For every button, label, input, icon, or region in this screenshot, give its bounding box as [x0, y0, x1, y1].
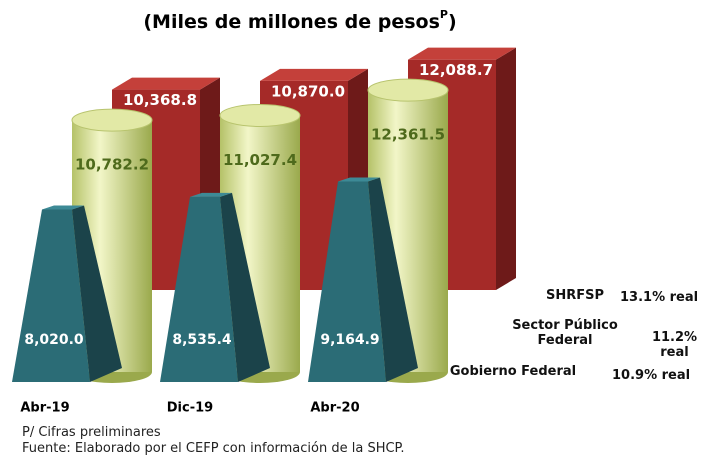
value-label: 10,870.0 — [271, 82, 345, 100]
pyramid — [308, 177, 418, 382]
pyramid-side — [72, 205, 122, 382]
pyramid-top — [190, 192, 232, 197]
box-top — [408, 47, 516, 60]
box-side — [496, 47, 516, 291]
box-top — [260, 68, 368, 81]
legend-growth: 11.2% real — [651, 330, 698, 360]
pyramid — [160, 192, 270, 382]
legend-growth: 13.1% real — [620, 290, 699, 305]
x-tick-label: Dic-19 — [167, 401, 213, 416]
cylinder-top — [219, 103, 301, 127]
value-label: 10,782.2 — [75, 156, 149, 174]
cylinder-top — [367, 78, 449, 102]
pyramid-front — [160, 196, 238, 382]
value-label: 10,368.8 — [123, 91, 197, 109]
value-label: 8,535.4 — [172, 332, 232, 348]
value-label: 11,027.4 — [223, 151, 297, 169]
legend-label: Gobierno Federal — [449, 364, 577, 379]
pyramid-side — [220, 192, 270, 382]
x-tick-label: Abr-19 — [20, 401, 69, 416]
value-label: 12,088.7 — [419, 61, 493, 79]
legend-label: Sector Público Federal — [512, 318, 618, 348]
x-tick-label: Abr-20 — [310, 401, 359, 416]
value-label: 12,361.5 — [371, 126, 445, 144]
box-top — [112, 77, 220, 90]
value-label: 8,020.0 — [24, 332, 84, 348]
pyramid-front — [12, 209, 90, 382]
pyramid-front — [308, 181, 386, 382]
pyramid-top — [42, 205, 84, 210]
chart-title: (Miles de millones de pesosP) — [143, 8, 456, 33]
cylinder-top — [71, 108, 153, 132]
pyramid-top — [338, 177, 380, 182]
pyramid — [12, 205, 122, 382]
note: P/ Cifras preliminares — [22, 425, 161, 440]
legend-growth: 10.9% real — [612, 368, 691, 383]
value-label: 9,164.9 — [320, 332, 379, 348]
legend-label: SHRFSP — [545, 288, 605, 303]
pyramid-side — [368, 177, 418, 382]
note: Fuente: Elaborado por el CEFP con inform… — [22, 441, 405, 456]
